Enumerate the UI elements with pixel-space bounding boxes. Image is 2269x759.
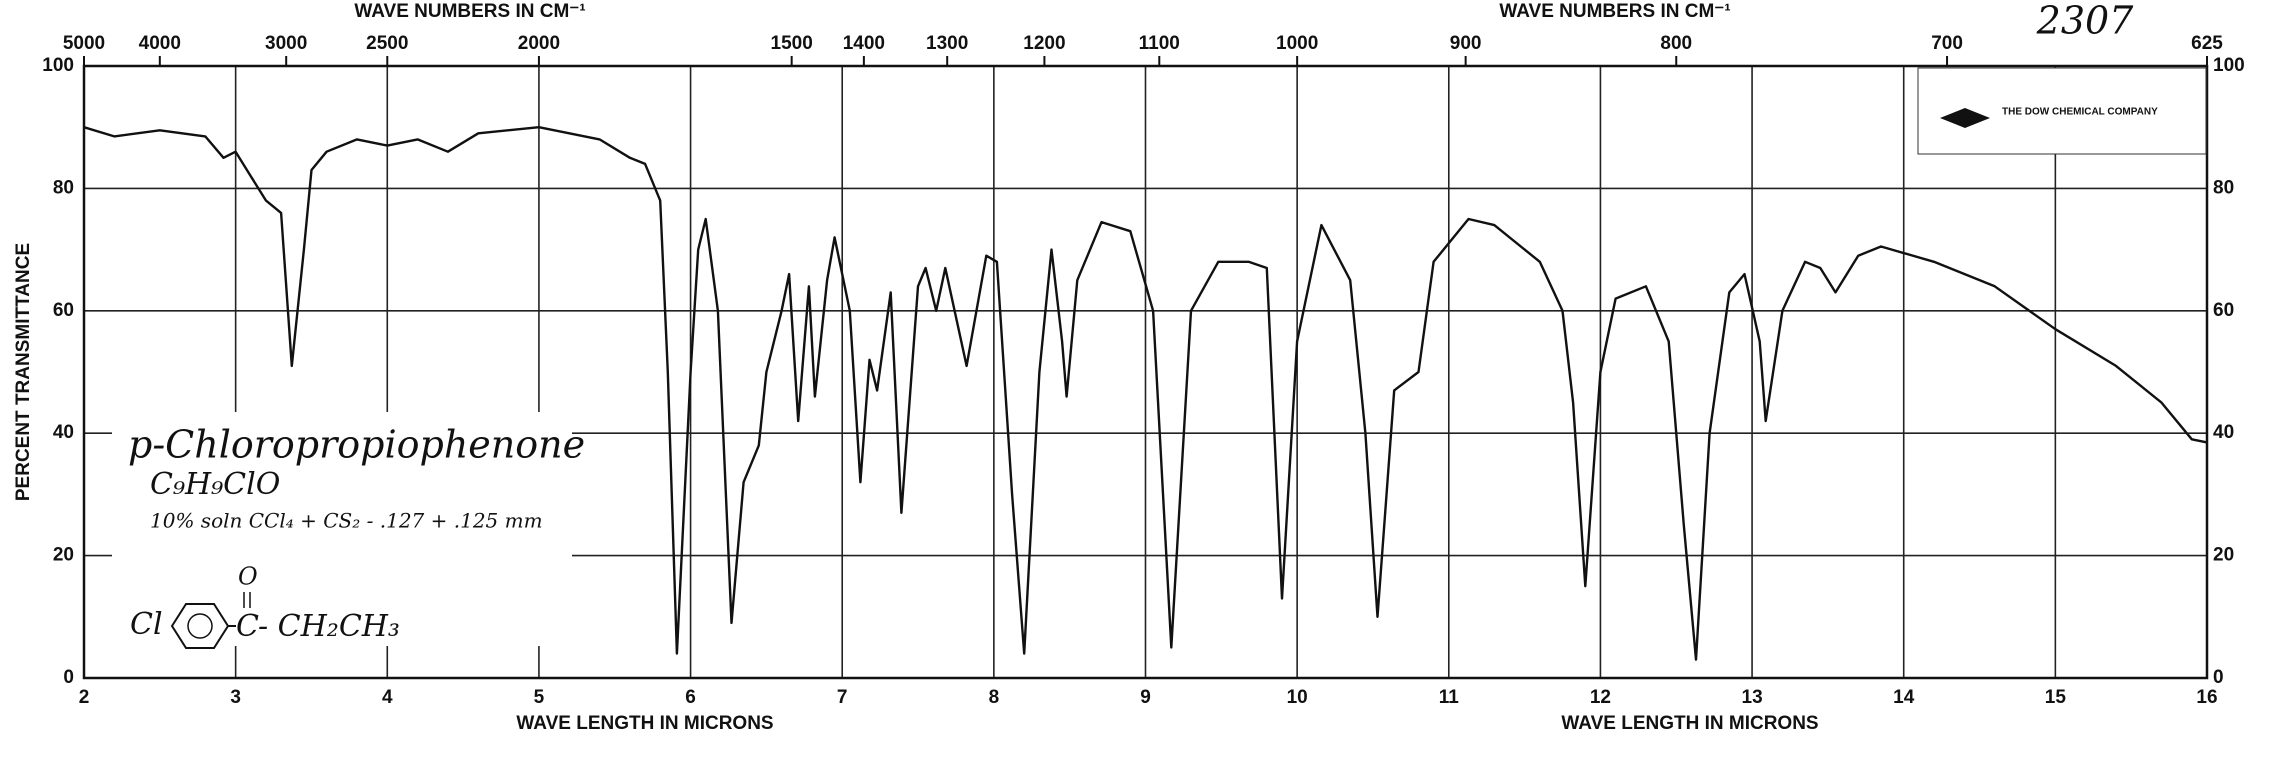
top-tick-label: 4000 — [139, 33, 181, 54]
bottom-axis-title: WAVE LENGTH IN MICRONS — [1561, 713, 1818, 734]
y-tick-label: 60 — [53, 300, 74, 321]
x-tick-label: 12 — [1590, 687, 1611, 708]
plot — [83, 126, 2208, 661]
formula: C₉H₉ClO — [150, 467, 280, 502]
top-tick-label: 1400 — [843, 33, 885, 54]
logo-diamond — [1940, 108, 1990, 128]
top-tick-label: 1300 — [926, 33, 968, 54]
structure-chain: - CH₂CH₃ — [258, 609, 400, 644]
top-axis-title: WAVE NUMBERS IN CM⁻¹ — [1499, 1, 1730, 22]
structure-cl: Cl — [130, 607, 163, 642]
top-tick-label: 1200 — [1023, 33, 1065, 54]
benzene-circle — [187, 613, 213, 639]
top-tick-label: 1500 — [771, 33, 813, 54]
x-tick-label: 3 — [230, 687, 241, 708]
x-tick-label: 9 — [1140, 687, 1151, 708]
top-tick-label: 1100 — [1139, 33, 1180, 54]
chart-number: 2307 — [2036, 0, 2135, 43]
x-tick-label: 4 — [382, 687, 393, 708]
top-tick-label: 900 — [1450, 33, 1482, 54]
logo-text: THE DOW CHEMICAL COMPANY — [2002, 107, 2158, 118]
top-tick-label: 625 — [2191, 33, 2223, 54]
y-tick-label: 0 — [2213, 667, 2224, 688]
y-tick-label: 80 — [2213, 177, 2234, 198]
y-tick-label: 20 — [2213, 545, 2234, 566]
top-tick-label: 700 — [1931, 33, 1963, 54]
y-tick-label: 20 — [53, 545, 74, 566]
structure-c: C — [236, 609, 259, 644]
y-tick-label: 100 — [2213, 55, 2245, 76]
x-tick-label: 15 — [2045, 687, 2067, 708]
x-tick-label: 5 — [534, 687, 545, 708]
top-tick-label: 3000 — [265, 33, 307, 54]
top-tick-label: 2500 — [366, 33, 408, 54]
y-tick-label: 60 — [2213, 300, 2234, 321]
top-tick-label: 2000 — [518, 33, 560, 54]
x-tick-label: 6 — [685, 687, 696, 708]
compound-name: p-Chloropropiophenone — [128, 423, 585, 467]
bottom-axis-title: WAVE LENGTH IN MICRONS — [516, 713, 773, 734]
top-tick-label: 5000 — [63, 33, 105, 54]
x-tick-label: 13 — [1742, 687, 1763, 708]
y-tick-label: 40 — [2213, 422, 2234, 443]
y-axis-title: PERCENT TRANSMITTANCE — [13, 243, 34, 501]
y-tick-label: 80 — [53, 177, 74, 198]
x-tick-label: 2 — [79, 687, 90, 708]
solution-note: 10% soln CCl₄ + CS₂ - .127 + .125 mm — [150, 509, 543, 533]
spectrum-line — [83, 126, 2208, 661]
annotation: p-Chloropropiophenone C₉H₉ClO 10% soln C… — [112, 412, 585, 649]
y-tick-label: 0 — [63, 667, 74, 688]
plot-frame — [82, 64, 2209, 680]
structure-o: O — [238, 563, 258, 591]
top-tick-label: 800 — [1660, 33, 1692, 54]
top-tick-label: 1000 — [1276, 33, 1318, 54]
annotation-box — [112, 412, 572, 646]
x-tick-label: 7 — [837, 687, 848, 708]
x-tick-label: 8 — [989, 687, 1000, 708]
logo: THE DOW CHEMICAL COMPANY — [1917, 67, 2207, 155]
top-axis-title: WAVE NUMBERS IN CM⁻¹ — [354, 1, 585, 22]
y-tick-label: 100 — [42, 55, 74, 76]
x-tick-label: 11 — [1439, 687, 1460, 708]
x-tick-label: 16 — [2196, 687, 2217, 708]
x-tick-label: 14 — [1893, 687, 1915, 708]
x-tick-label: 10 — [1287, 687, 1308, 708]
y-tick-label: 40 — [53, 422, 74, 443]
